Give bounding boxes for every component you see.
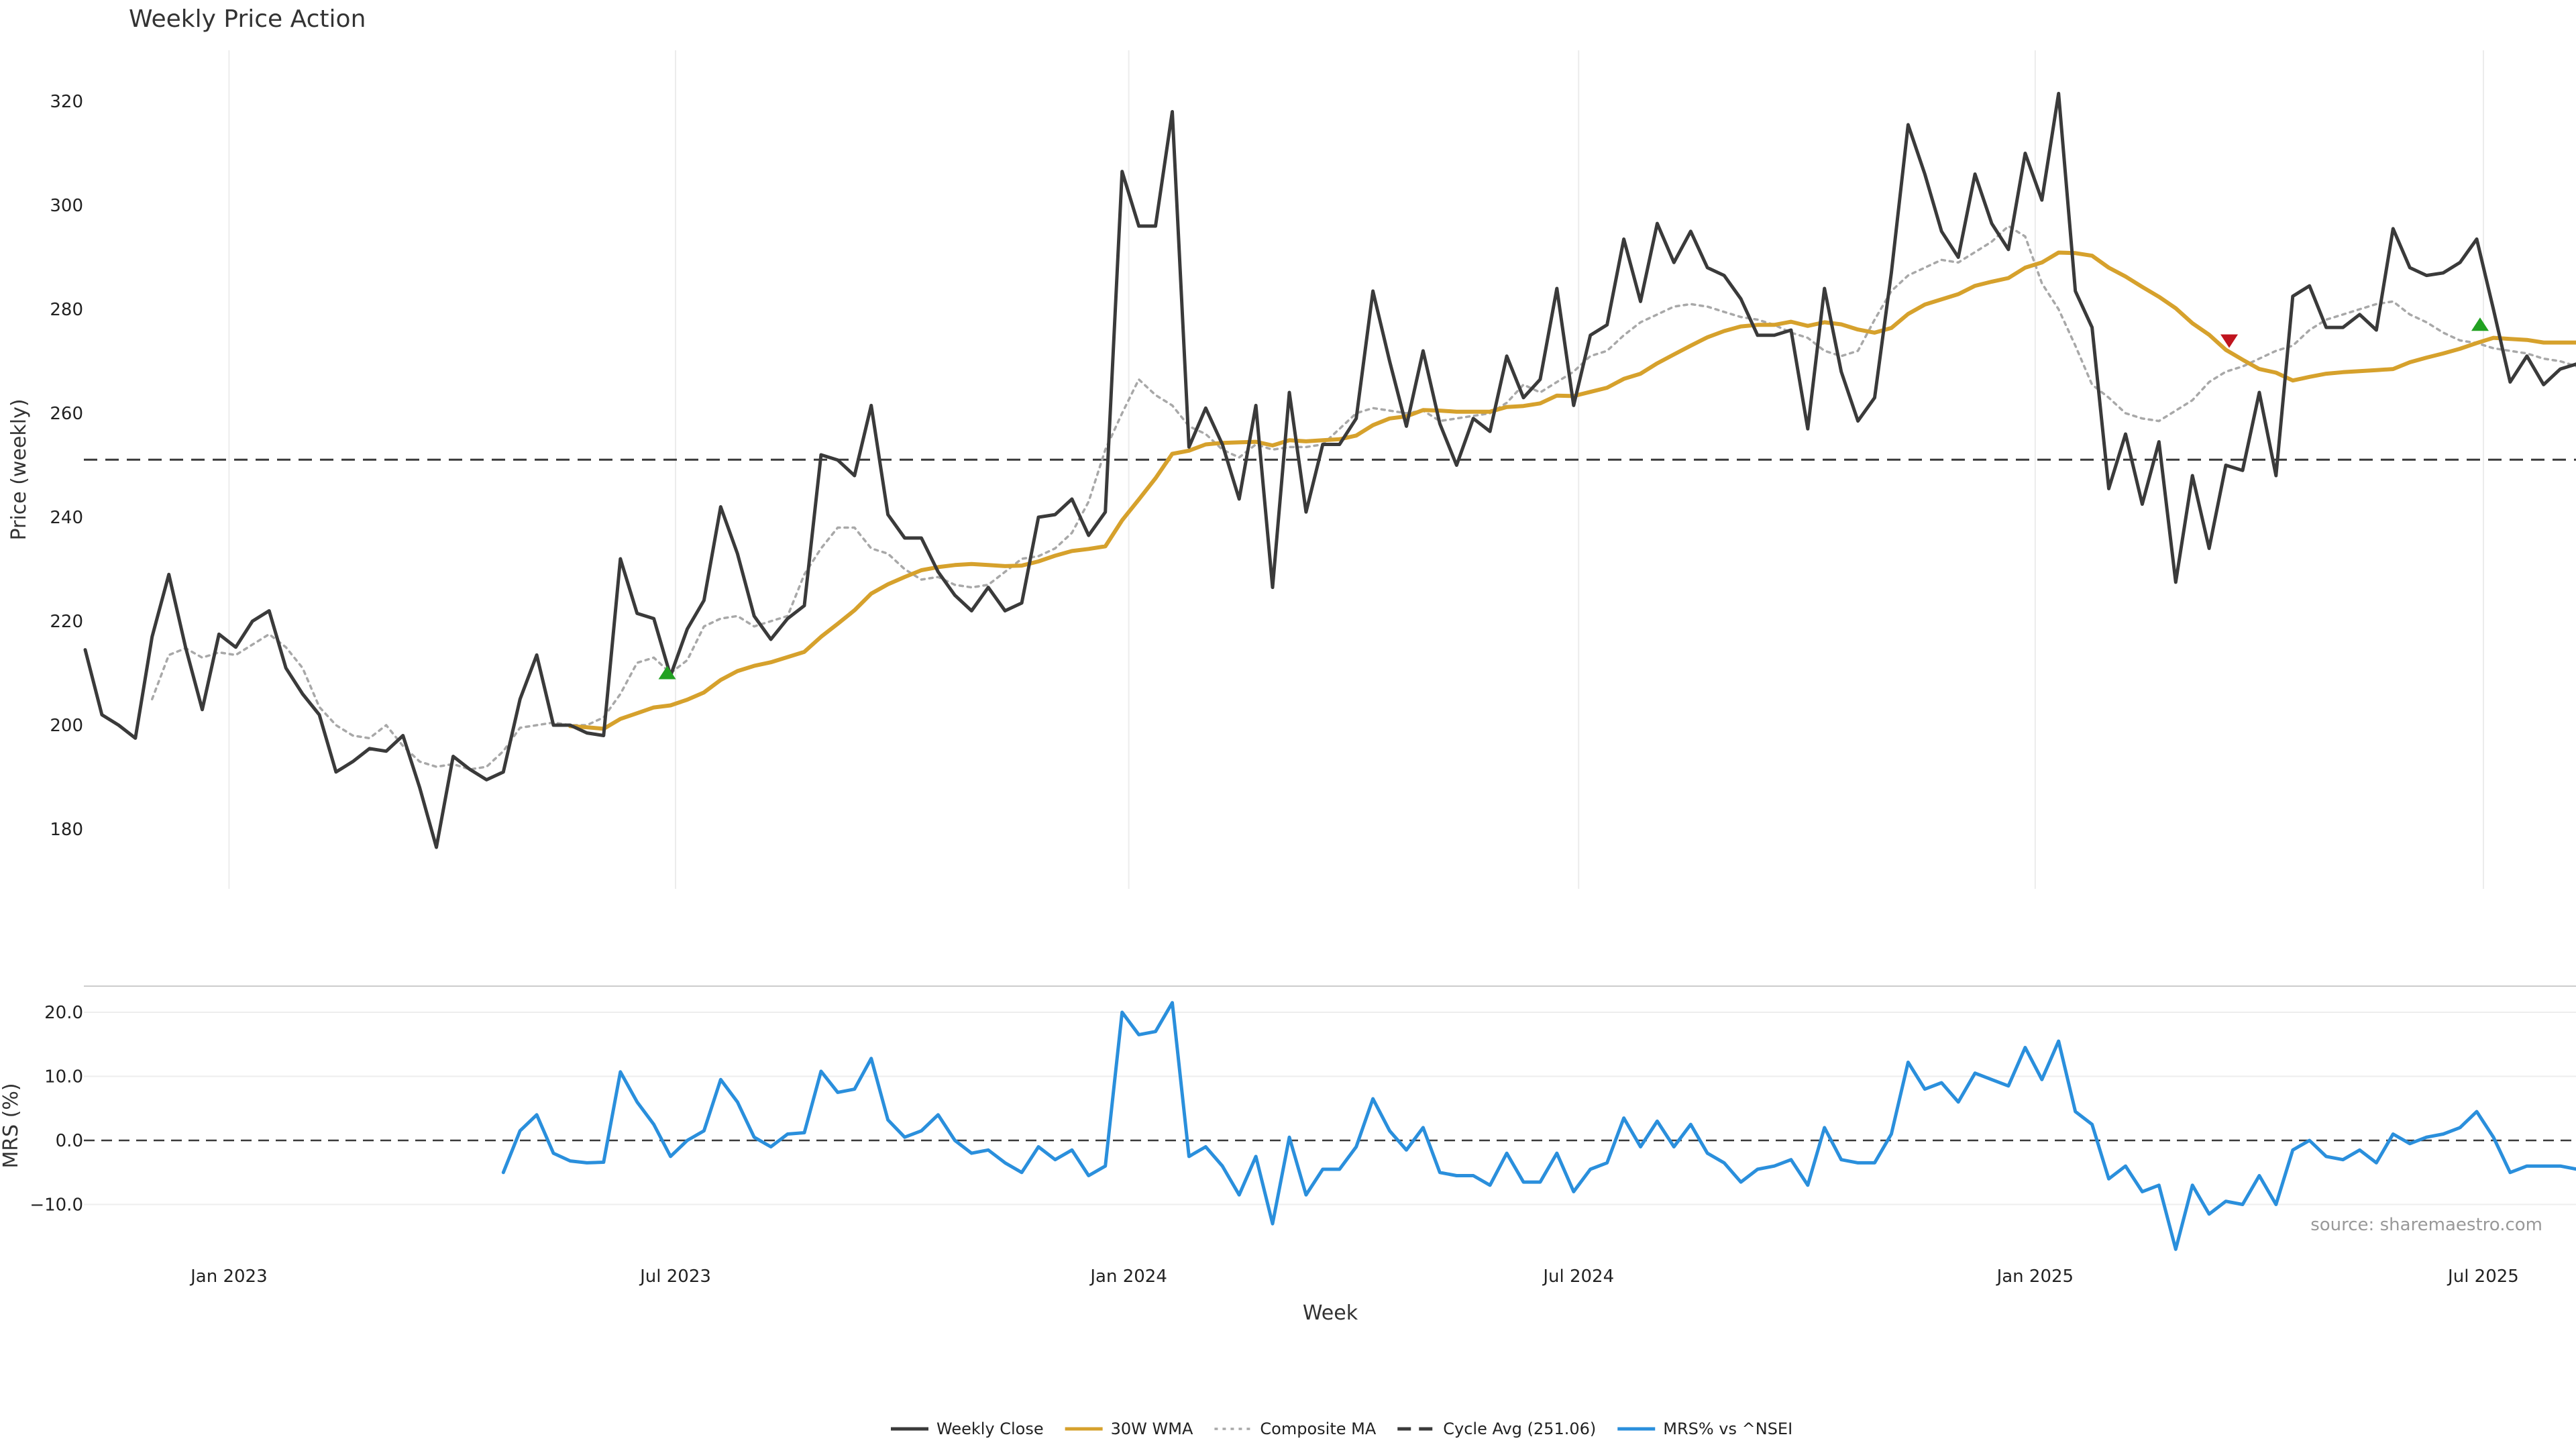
price-y-tick-label: 300 (50, 196, 83, 216)
mrs-y-tick-label: 10.0 (44, 1067, 83, 1087)
price-grid (228, 50, 2484, 889)
buy-signal-marker (658, 665, 676, 680)
price-y-tick-label: 320 (50, 92, 83, 112)
buy-signal-marker (2471, 317, 2489, 331)
legend-label: Composite MA (1260, 1419, 1376, 1438)
source-label: source: sharemaestro.com (2310, 1215, 2542, 1235)
price-y-ticks: 180 200 220 240 260 280 300 320 (50, 92, 83, 840)
legend-entry: Weekly Close (891, 1419, 1044, 1438)
price-y-tick-label: 280 (50, 300, 83, 320)
x-tick-label: Jan 2024 (1089, 1267, 1167, 1287)
legend-label: 30W WMA (1111, 1419, 1193, 1438)
mrs-panel: −10.0 0.0 10.0 20.0 MRS (%) source: sharema… (0, 985, 2576, 1251)
legend-entry: Composite MA (1214, 1419, 1377, 1438)
x-tick-label: Jul 2024 (1542, 1267, 1614, 1287)
legend: Weekly Close 30W WMA Composite MA Cycle Avg… (891, 1419, 1792, 1438)
x-tick-label: Jul 2023 (639, 1267, 711, 1287)
x-axis-label: Week (1303, 1301, 1358, 1325)
chart-title: Weekly Price Action (129, 5, 366, 33)
mrs-grid (84, 1012, 2576, 1205)
sell-signal-marker (2220, 334, 2239, 348)
price-y-axis-label: Price (weekly) (7, 398, 31, 540)
x-tick-label: Jul 2025 (2447, 1267, 2519, 1287)
mrs-y-tick-label: 20.0 (44, 1003, 83, 1023)
price-panel: 180 200 220 240 260 280 300 320 Price (weekly) (7, 50, 2576, 889)
x-tick-label: Jan 2023 (189, 1267, 268, 1287)
price-y-tick-label: 260 (50, 404, 83, 424)
mrs-series (501, 1001, 2576, 1251)
mrs-y-ticks: −10.0 0.0 10.0 20.0 (30, 1003, 83, 1216)
legend-label: Cycle Avg (251.06) (1443, 1419, 1596, 1438)
mrs-y-axis-label: MRS (%) (0, 1083, 23, 1168)
legend-label: Weekly Close (936, 1419, 1044, 1438)
legend-entry: 30W WMA (1065, 1419, 1193, 1438)
price-y-tick-label: 220 (50, 612, 83, 632)
series-composite-ma-line (150, 225, 2576, 771)
series-30w-wma-line (568, 250, 2576, 731)
mrs-y-tick-label: 0.0 (56, 1131, 83, 1151)
price-y-tick-label: 180 (50, 820, 83, 840)
price-series (83, 91, 2576, 849)
price-y-tick-label: 240 (50, 508, 83, 528)
series-mrs-line (501, 1001, 2576, 1251)
x-tick-label: Jan 2025 (1996, 1267, 2074, 1287)
legend-entry: Cycle Avg (251.06) (1397, 1419, 1596, 1438)
x-axis-ticks: Jan 2023 Jul 2023 Jan 2024 Jul 2024 Jan 2025… (189, 1267, 2519, 1287)
series-weekly-close-line (83, 91, 2576, 849)
legend-label: MRS% vs ^NSEI (1663, 1419, 1792, 1438)
mrs-y-tick-label: −10.0 (30, 1195, 83, 1216)
price-y-tick-label: 200 (50, 716, 83, 736)
legend-entry: MRS% vs ^NSEI (1617, 1419, 1792, 1438)
signal-markers (658, 317, 2489, 680)
